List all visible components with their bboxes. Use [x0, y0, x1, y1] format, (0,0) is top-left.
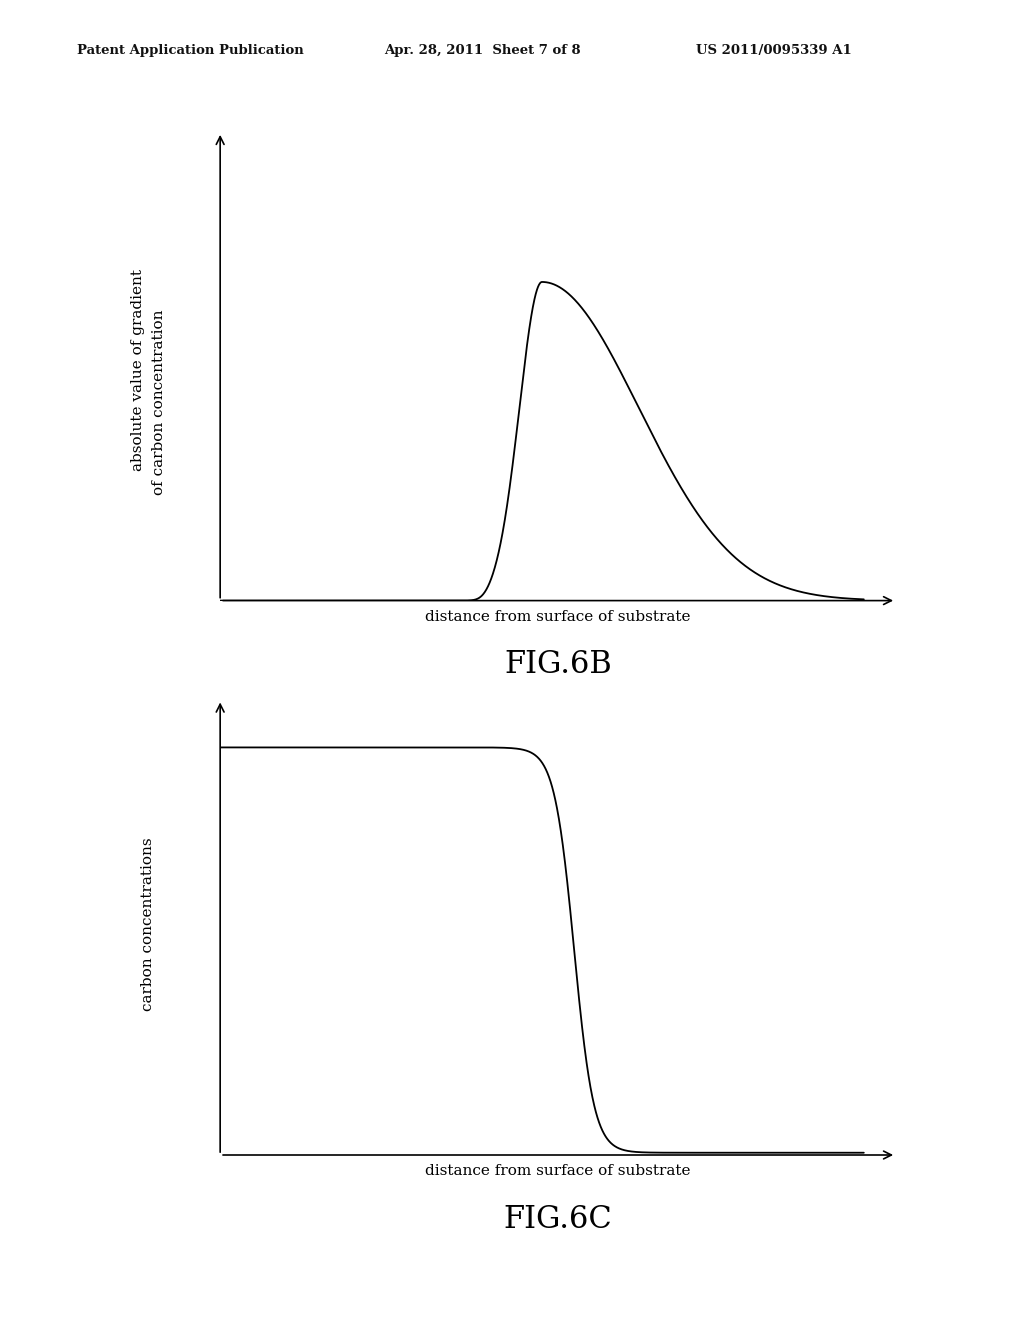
Text: FIG.6B: FIG.6B: [504, 649, 612, 680]
Text: of carbon concentration: of carbon concentration: [152, 310, 166, 495]
Text: distance from surface of substrate: distance from surface of substrate: [425, 1164, 691, 1179]
Text: Apr. 28, 2011  Sheet 7 of 8: Apr. 28, 2011 Sheet 7 of 8: [384, 44, 581, 57]
Text: carbon concentrations: carbon concentrations: [141, 837, 156, 1011]
Text: distance from surface of substrate: distance from surface of substrate: [425, 610, 691, 624]
Text: absolute value of gradient: absolute value of gradient: [131, 268, 145, 471]
Text: US 2011/0095339 A1: US 2011/0095339 A1: [696, 44, 852, 57]
Text: FIG.6C: FIG.6C: [504, 1204, 612, 1234]
Text: Patent Application Publication: Patent Application Publication: [77, 44, 303, 57]
